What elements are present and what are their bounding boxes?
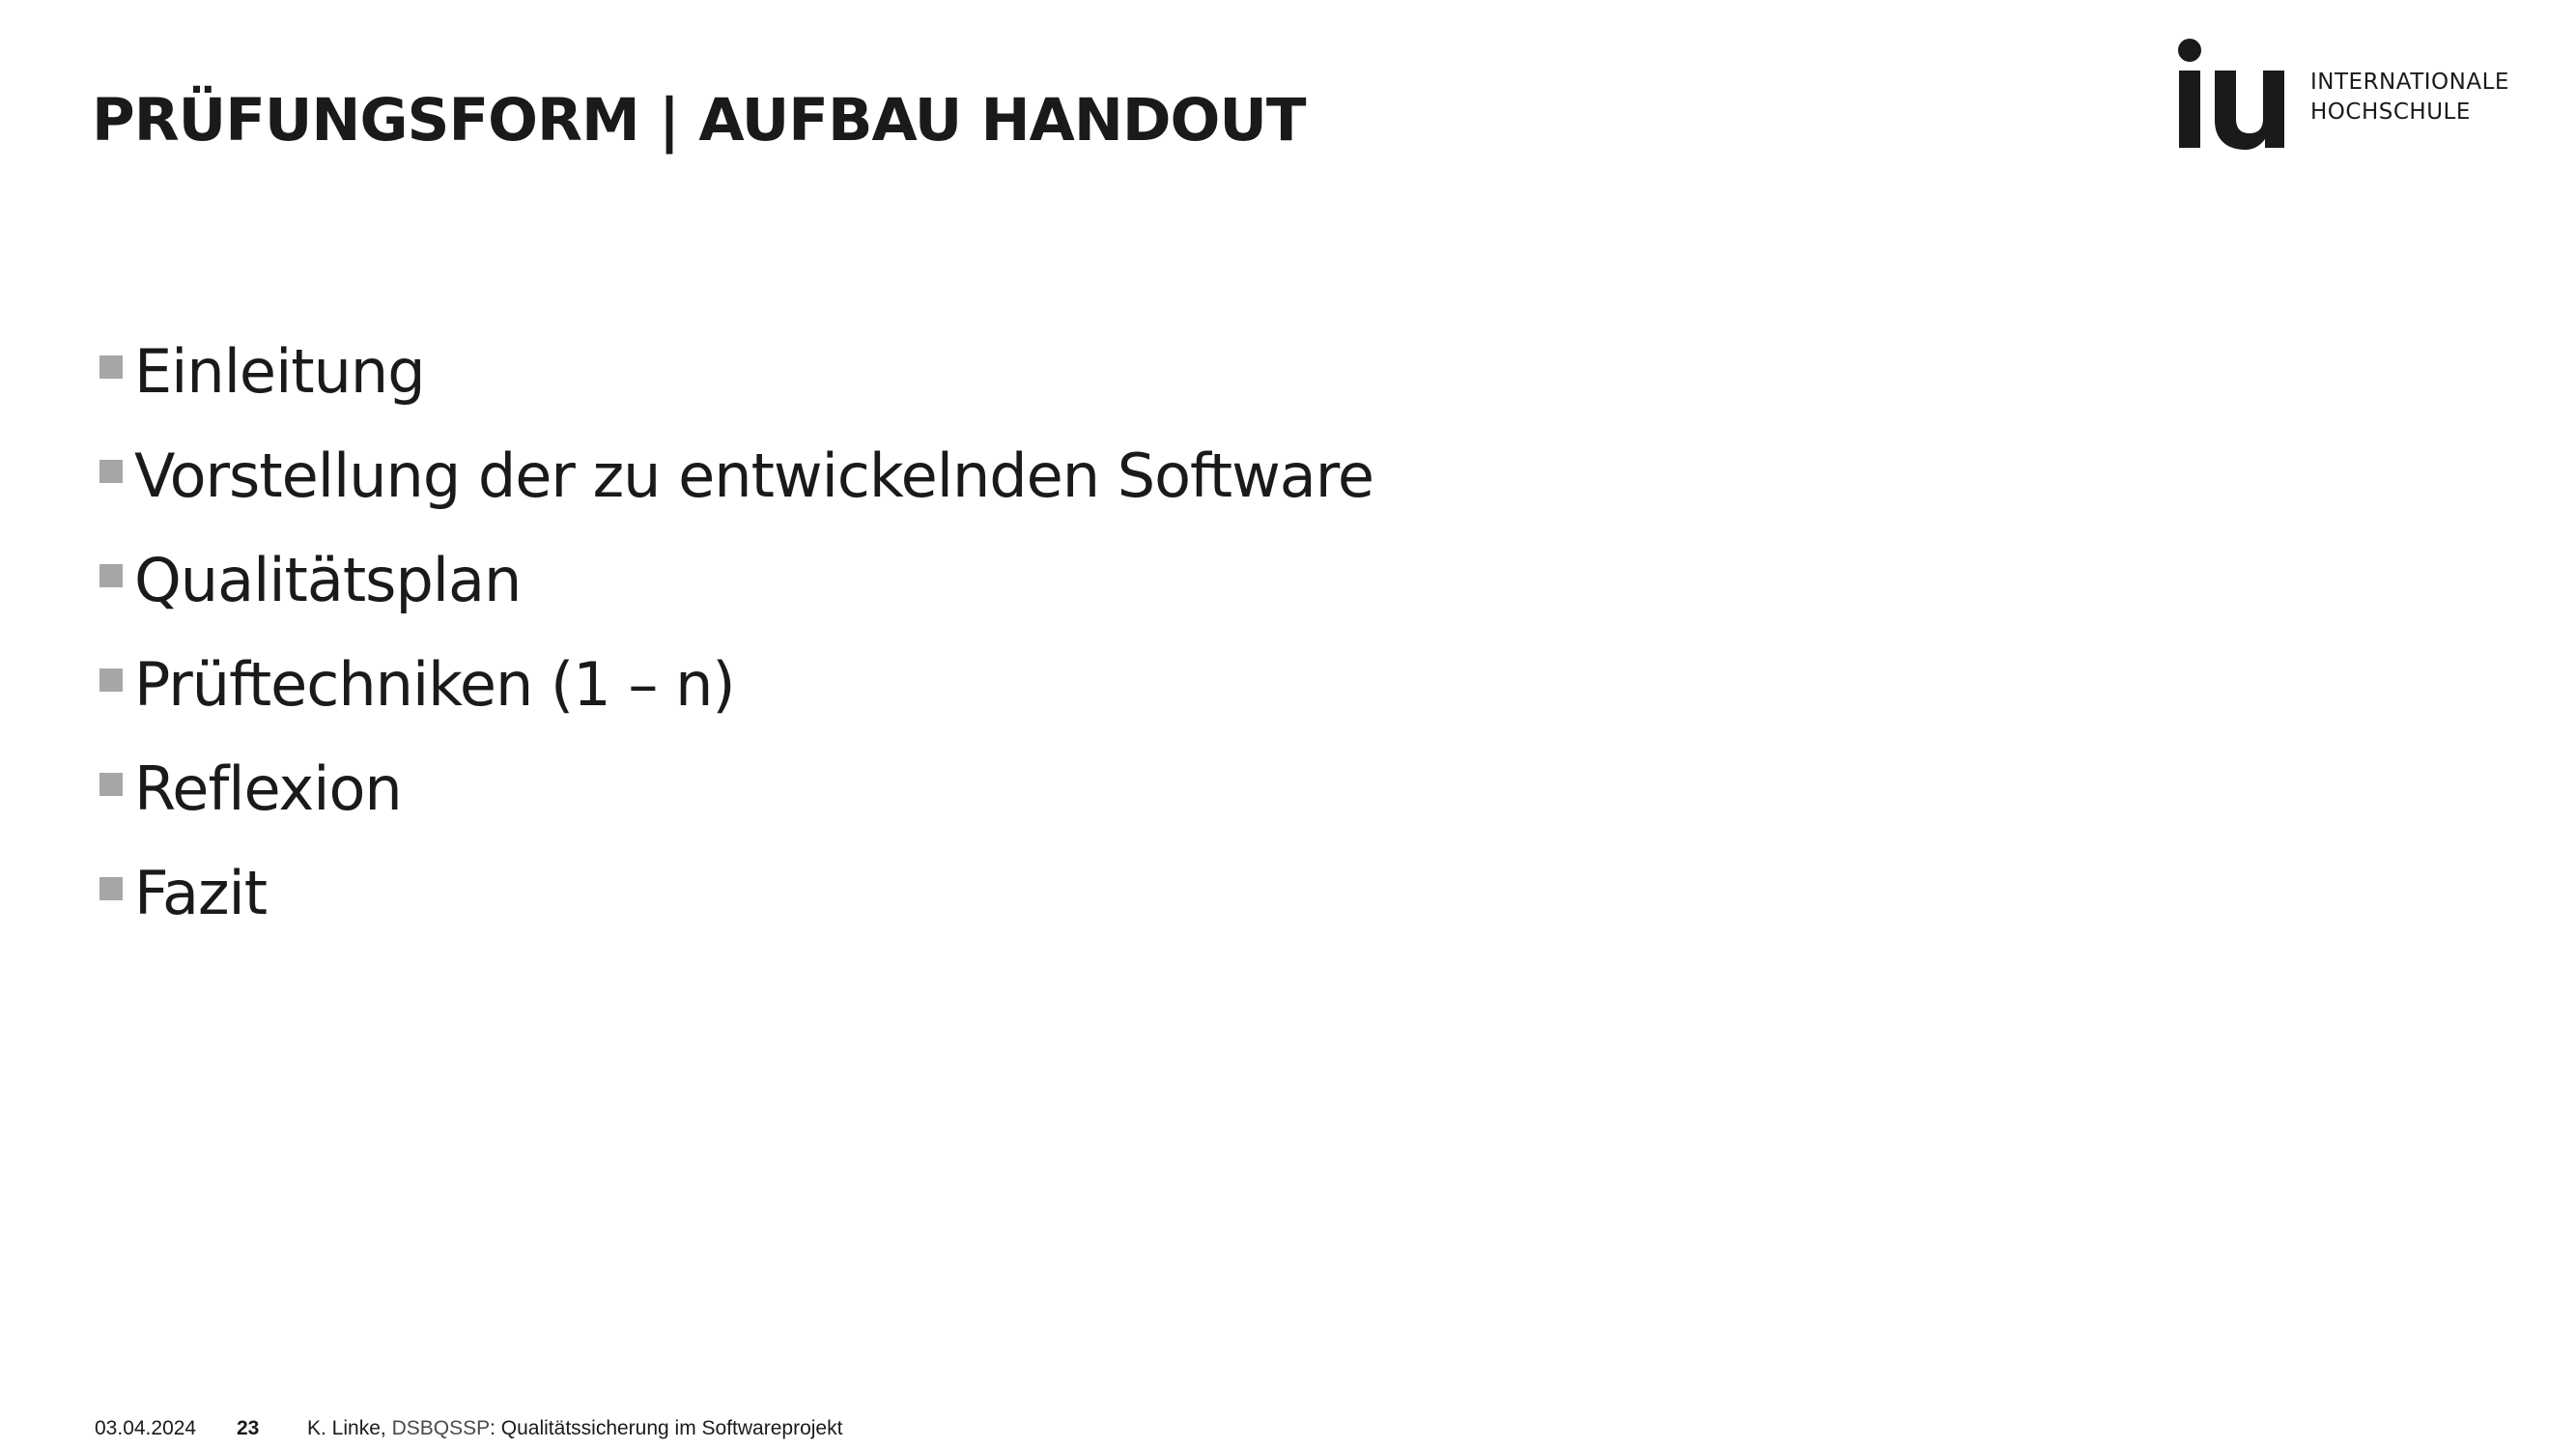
- footer-page-number: 23: [237, 1417, 260, 1439]
- square-bullet-icon: [99, 877, 123, 900]
- footer-author: K. Linke,: [307, 1417, 392, 1439]
- iu-logo: INTERNATIONALE HOCHSCHULE: [2178, 39, 2509, 164]
- iu-logo-mark: [2178, 39, 2284, 150]
- slide-title: PRÜFUNGSFORM | AUFBAU HANDOUT: [92, 86, 1306, 155]
- list-item: Prüftechniken (1 – n): [99, 646, 1373, 751]
- square-bullet-icon: [99, 460, 123, 483]
- bullet-text: Fazit: [134, 858, 268, 928]
- bullet-list: Einleitung Vorstellung der zu entwickeln…: [99, 333, 1374, 959]
- list-item: Fazit: [99, 855, 1373, 959]
- list-item: Vorstellung der zu entwickelnden Softwar…: [99, 438, 1374, 542]
- square-bullet-icon: [99, 355, 123, 379]
- list-item: Einleitung: [99, 333, 1373, 438]
- logo-line-1: INTERNATIONALE: [2310, 70, 2509, 95]
- square-bullet-icon: [99, 564, 123, 587]
- logo-wordmark: INTERNATIONALE HOCHSCHULE: [2310, 68, 2509, 128]
- footer-course-info: K. Linke, DSBQSSP: Qualitätssicherung im…: [307, 1417, 842, 1440]
- list-item: Reflexion: [99, 751, 1373, 855]
- footer-course-title: : Qualitätssicherung im Softwareprojekt: [490, 1417, 843, 1439]
- bullet-text: Reflexion: [134, 753, 403, 824]
- bullet-text: Einleitung: [134, 336, 426, 407]
- footer-date: 03.04.2024: [95, 1417, 197, 1439]
- square-bullet-icon: [99, 773, 123, 796]
- footer-course-code: DSBQSSP: [391, 1417, 491, 1439]
- logo-line-2: HOCHSCHULE: [2310, 99, 2471, 125]
- bullet-text: Prüftechniken (1 – n): [134, 649, 736, 720]
- square-bullet-icon: [99, 668, 123, 692]
- bullet-text: Vorstellung der zu entwickelnden Softwar…: [134, 440, 1374, 511]
- list-item: Qualitätsplan: [99, 542, 1373, 646]
- bullet-text: Qualitätsplan: [134, 545, 522, 615]
